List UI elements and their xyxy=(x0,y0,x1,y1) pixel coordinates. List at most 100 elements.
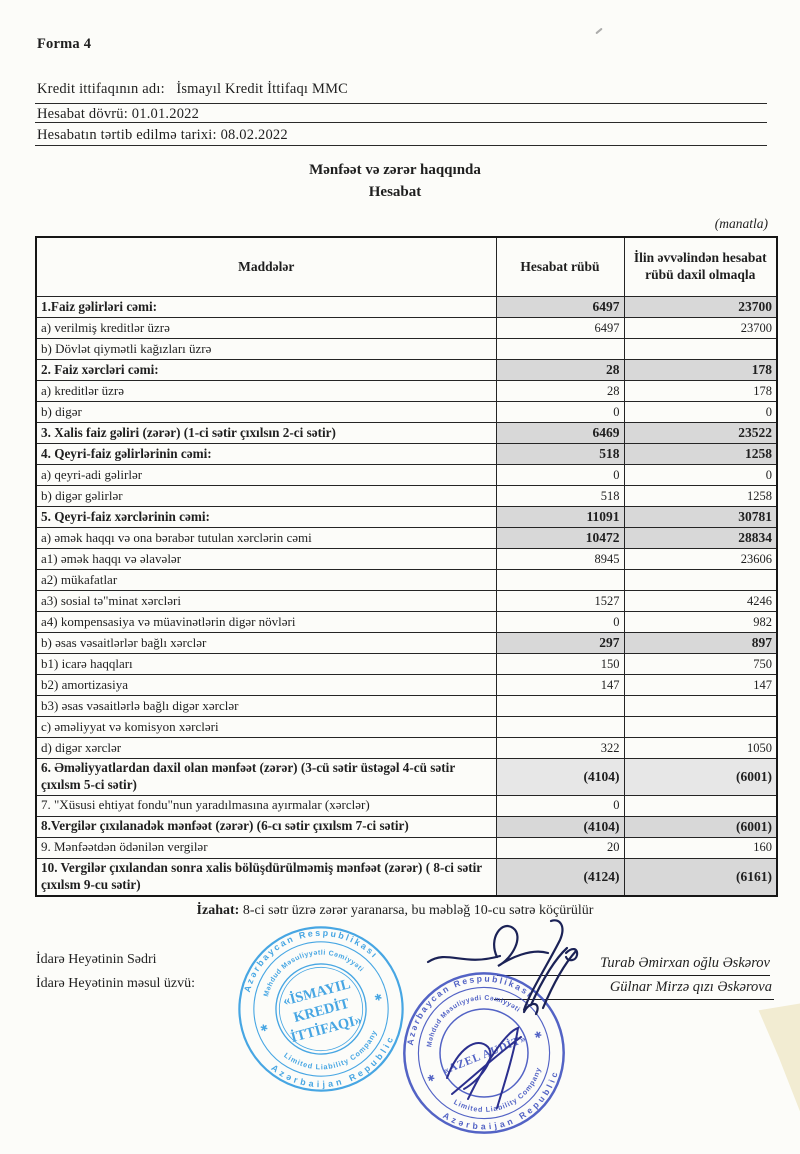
row-ytd-value xyxy=(623,794,778,817)
rule-2 xyxy=(35,122,767,123)
row-label: c) əməliyyat və komisyon xərcləri xyxy=(35,716,497,738)
table-row: b1) icarə haqqları 150 750 xyxy=(35,653,778,675)
row-label: a) kreditlər üzrə xyxy=(35,380,497,402)
row-quarter-value: 1527 xyxy=(495,590,625,612)
report-table-body: 1.Faiz gəlirləri cəmi: 6497 23700 a) verilm… xyxy=(35,296,778,897)
row-label: 9. Mənfəətdən ödənilən vergilər xyxy=(35,836,497,859)
row-quarter-value: 322 xyxy=(495,737,625,759)
credit-union-line: Kredit ittifaqının adı: İsmayıl Kredit İ… xyxy=(37,81,348,98)
row-label: b1) icarə haqqları xyxy=(35,653,497,675)
table-row: 9. Mənfəətdən ödənilən vergilər 20 160 xyxy=(35,836,778,859)
row-quarter-value: 6469 xyxy=(495,422,625,444)
row-label: b2) amortizasiya xyxy=(35,674,497,696)
row-quarter-value xyxy=(495,716,625,738)
signature-role-member: İdarə Heyətinin məsul üzvü: xyxy=(36,976,196,991)
table-row: b) əsas vəsaitlərlər bağlı xərclər 297 897 xyxy=(35,632,778,654)
row-ytd-value: 1258 xyxy=(623,485,778,507)
credit-union-name: İsmayıl Kredit İttifaqı MMC xyxy=(176,81,349,97)
signature-line-1 xyxy=(497,975,770,976)
row-label: 6. Əməliyyatlardan daxil olan mənfəət (z… xyxy=(35,758,497,796)
profit-loss-table: Maddələr Hesabat rübü İlin əvvəlindən he… xyxy=(35,236,778,897)
row-ytd-value: 23522 xyxy=(623,422,778,444)
table-row: b3) əsas vəsaitlərlə bağlı digər xərclər xyxy=(35,695,778,717)
row-quarter-value: 297 xyxy=(495,632,625,654)
row-ytd-value xyxy=(623,338,778,360)
report-title-line1: Mənfəət və zərər haqqında xyxy=(309,162,481,178)
table-row: b2) amortizasiya 147 147 xyxy=(35,674,778,696)
row-label: 1.Faiz gəlirləri cəmi: xyxy=(35,296,497,318)
row-quarter-value xyxy=(495,569,625,591)
header-items: Maddələr xyxy=(35,236,497,297)
table-row: a) kreditlər üzrə 28 178 xyxy=(35,380,778,402)
row-quarter-value: 0 xyxy=(495,611,625,633)
row-quarter-value: (4104) xyxy=(495,815,625,838)
signatory-name-1: Turab Əmirxan oğlu Əskərov xyxy=(600,955,770,971)
row-ytd-value: (6161) xyxy=(623,857,778,897)
row-quarter-value: 6497 xyxy=(495,317,625,339)
auditor-round-stamp: Azərbaycan Respublikası Azərbaijan Repub… xyxy=(376,945,592,1154)
table-row: a) verilmiş kreditlər üzrə 6497 23700 xyxy=(35,317,778,339)
stamp-middle-bottom-text: Limited Liability Company xyxy=(450,1064,552,1128)
header-quarter: Hesabat rübü xyxy=(495,236,625,297)
row-label: d) digər xərclər xyxy=(35,737,497,759)
row-quarter-value: 518 xyxy=(495,485,625,507)
table-row: 1.Faiz gəlirləri cəmi: 6497 23700 xyxy=(35,296,778,318)
row-ytd-value: 23700 xyxy=(623,296,778,318)
table-row: b) digər gəlirlər 518 1258 xyxy=(35,485,778,507)
note-text: 8-ci sətr üzrə zərər yaranarsa, bu məblə… xyxy=(239,903,594,918)
table-header-row: Maddələr Hesabat rübü İlin əvvəlindən he… xyxy=(35,236,778,297)
row-label: a2) mükafatlar xyxy=(35,569,497,591)
row-ytd-value: 23606 xyxy=(623,548,778,570)
row-label: b) Dövlət qiymətli kağızları üzrə xyxy=(35,338,497,360)
row-ytd-value: 178 xyxy=(623,359,778,381)
signatory-name-2: Gülnar Mirzə qızı Əskərova xyxy=(609,979,772,995)
table-row: b) digər 0 0 xyxy=(35,401,778,423)
row-ytd-value: 982 xyxy=(623,611,778,633)
table-row: a4) kompensasiya və müavinətlərin digər … xyxy=(35,611,778,633)
row-label: 2. Faiz xərcləri cəmi: xyxy=(35,359,497,381)
row-quarter-value: 20 xyxy=(495,836,625,859)
row-ytd-value: 4246 xyxy=(623,590,778,612)
row-ytd-value: (6001) xyxy=(623,815,778,838)
row-ytd-value: 0 xyxy=(623,401,778,423)
table-row: 3. Xalis faiz gəliri (zərər) (1-ci sətir… xyxy=(35,422,778,444)
row-quarter-value: 28 xyxy=(495,380,625,402)
row-label: 5. Qeyri-faiz xərclərinin cəmi: xyxy=(35,506,497,528)
report-title-line2: Hesabat xyxy=(368,184,422,200)
svg-text:Limited Liability Company: Limited Liability Company xyxy=(450,1064,552,1128)
report-period: Hesabat dövrü: 01.01.2022 xyxy=(37,106,200,122)
table-row: c) əməliyyat və komisyon xərcləri xyxy=(35,716,778,738)
table-row: a3) sosial tə"minat xərcləri 1527 4246 xyxy=(35,590,778,612)
table-row: 6. Əməliyyatlardan daxil olan mənfəət (z… xyxy=(35,758,778,796)
row-label: a) verilmiş kreditlər üzrə xyxy=(35,317,497,339)
row-quarter-value: 28 xyxy=(495,359,625,381)
stamp-center-text: «AZEL AUDİT» xyxy=(441,1033,528,1078)
row-label: a3) sosial tə"minat xərcləri xyxy=(35,590,497,612)
row-label: a1) əmək haqqı və əlavələr xyxy=(35,548,497,570)
table-row: d) digər xərclər 322 1050 xyxy=(35,737,778,759)
table-row: 7. "Xüsusi ehtiyat fondu"nun yaradılması… xyxy=(35,794,778,817)
stamp-star-left-icon: ✱ xyxy=(259,1023,269,1035)
row-ytd-value: 0 xyxy=(623,464,778,486)
row-ytd-value: 750 xyxy=(623,653,778,675)
row-ytd-value: 897 xyxy=(623,632,778,654)
scan-speck-artifact xyxy=(595,27,603,35)
row-label: a) əmək haqqı və ona bərabər tutulan xər… xyxy=(35,527,497,549)
row-quarter-value: 150 xyxy=(495,653,625,675)
rule-1 xyxy=(35,103,767,104)
row-ytd-value: 23700 xyxy=(623,317,778,339)
prepared-date: Hesabatın tərtib edilmə tarixi: 08.02.20… xyxy=(37,127,288,143)
row-quarter-value: 0 xyxy=(495,794,625,817)
table-row: a2) mükafatlar xyxy=(35,569,778,591)
row-label: 3. Xalis faiz gəliri (zərər) (1-ci sətir… xyxy=(35,422,497,444)
row-quarter-value xyxy=(495,338,625,360)
row-label: b) digər gəlirlər xyxy=(35,485,497,507)
note-label: İzahat: xyxy=(196,903,240,918)
paper-corner-artifact xyxy=(758,1003,800,1112)
signature-line-2 xyxy=(494,999,774,1000)
row-ytd-value xyxy=(623,569,778,591)
row-quarter-value xyxy=(495,695,625,717)
row-label: 8.Vergilər çıxılanadək mənfəət (zərər) (… xyxy=(35,815,497,838)
row-quarter-value: 6497 xyxy=(495,296,625,318)
